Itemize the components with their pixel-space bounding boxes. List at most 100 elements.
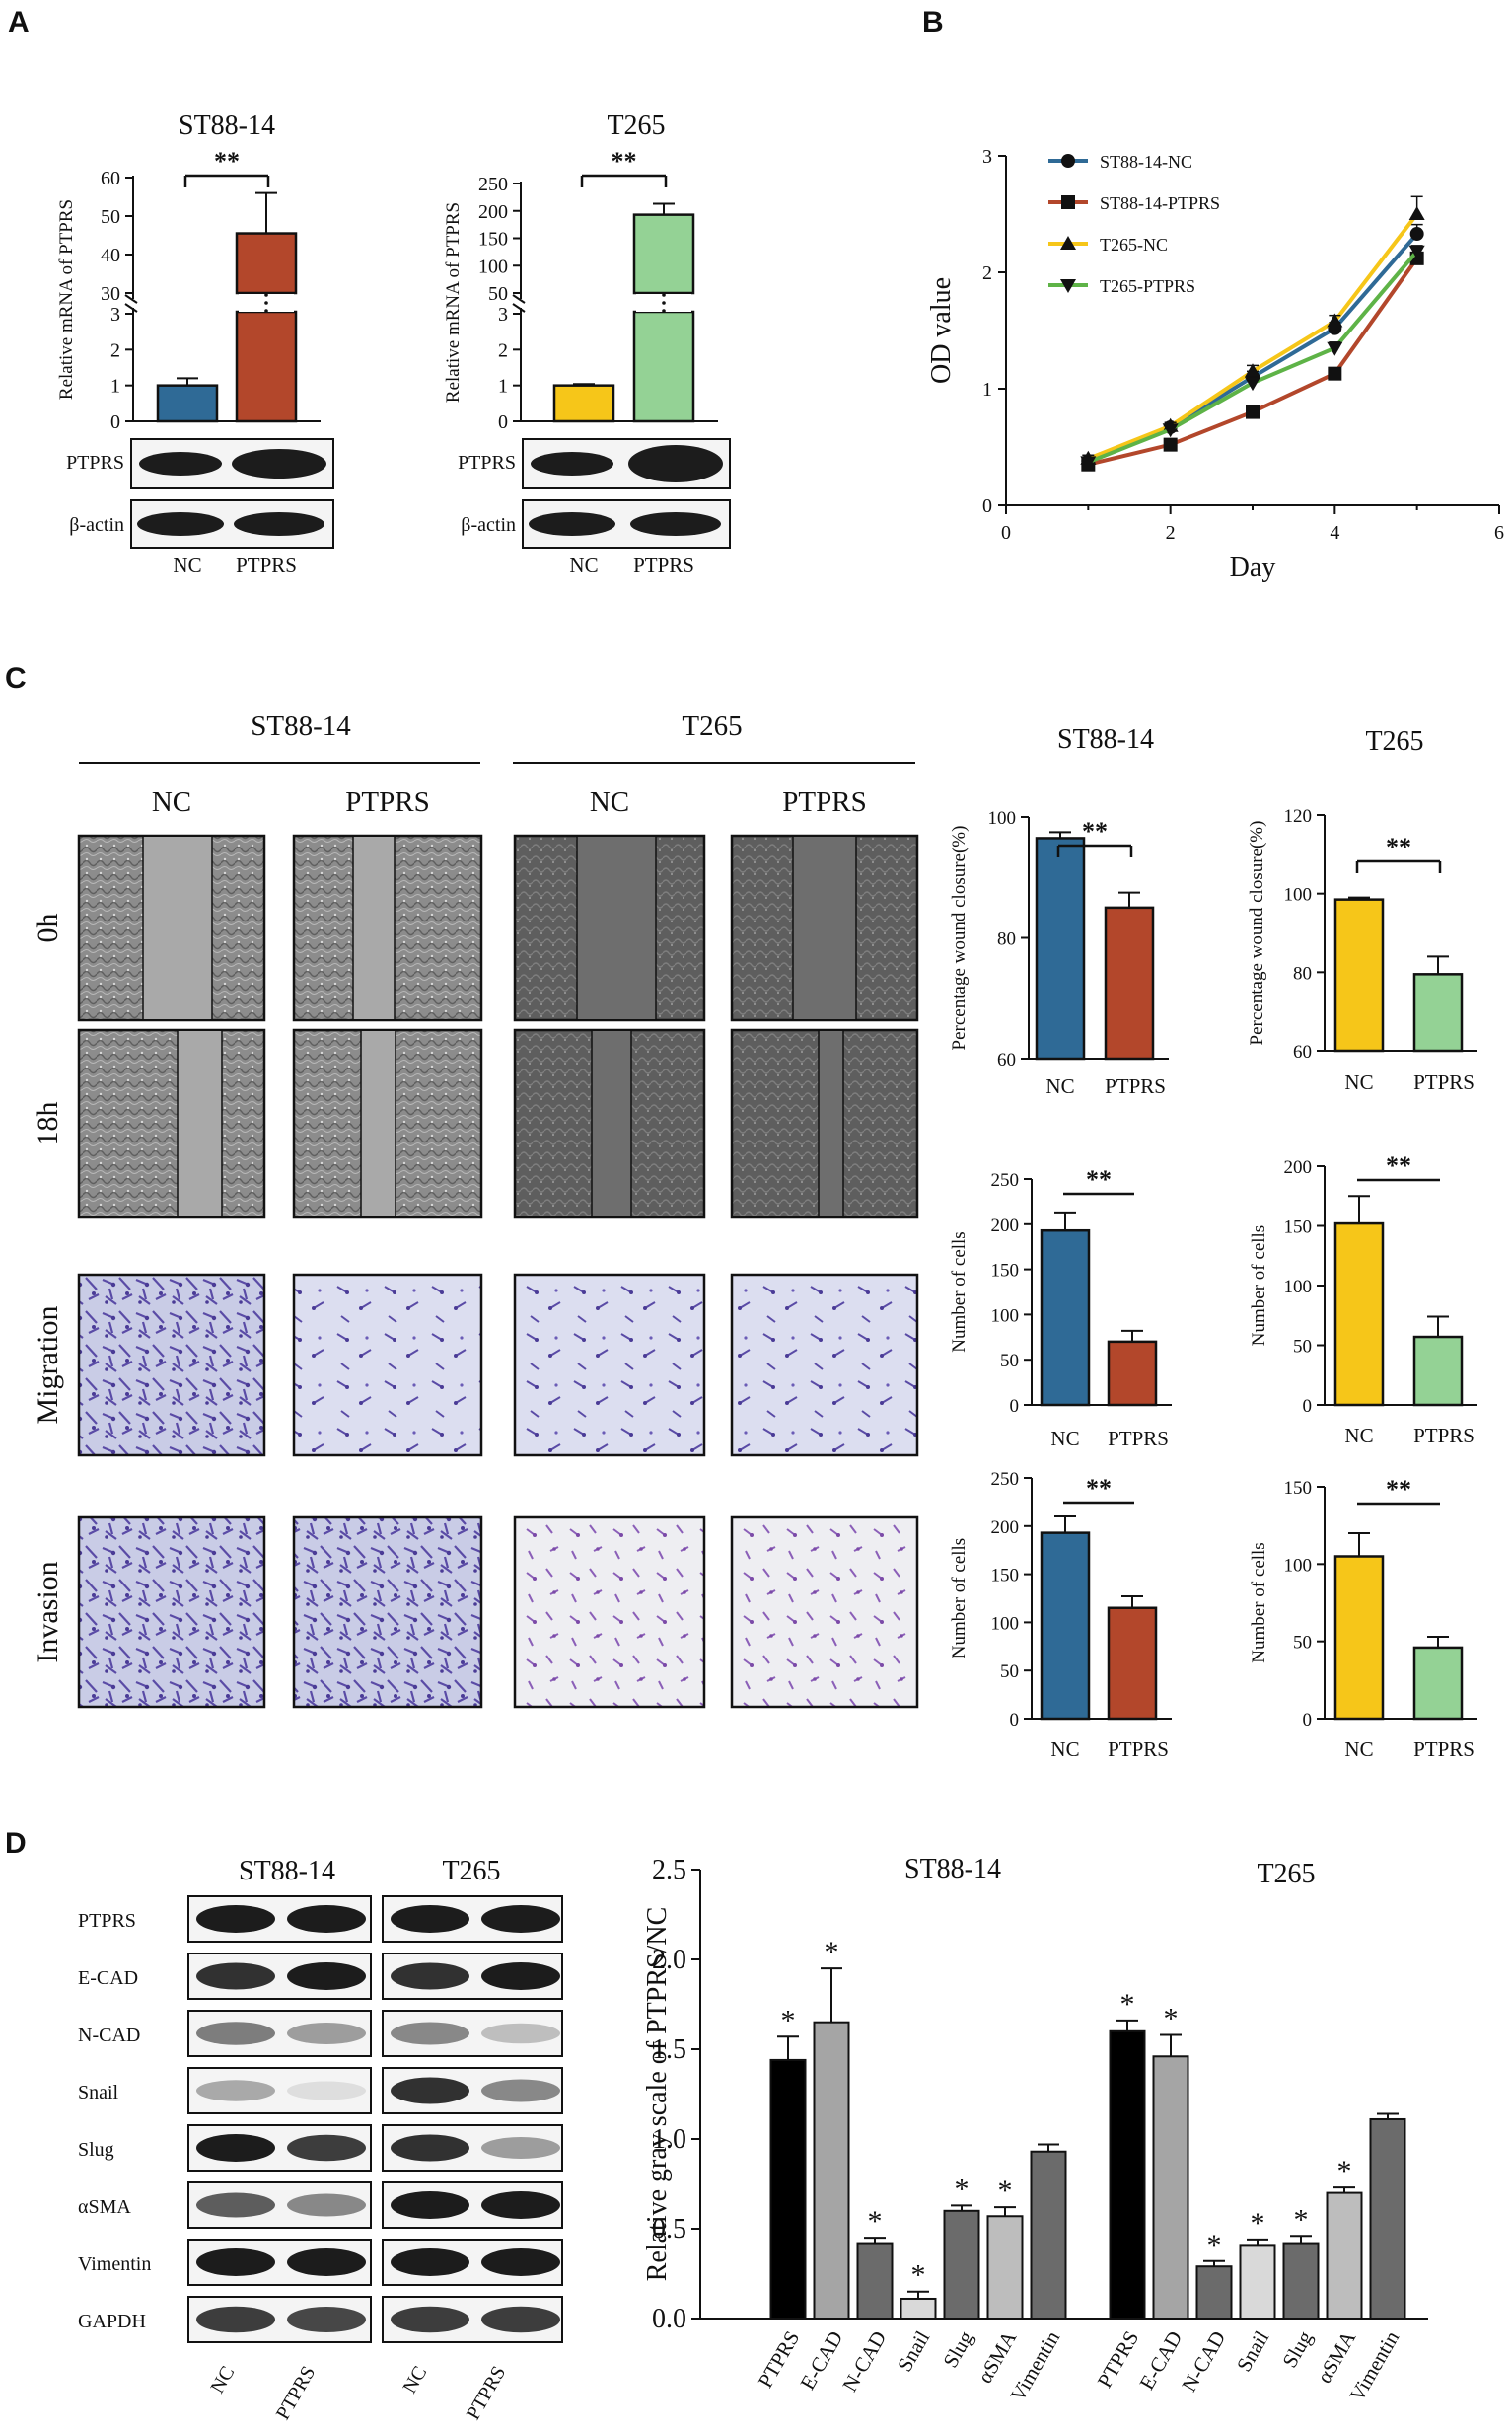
panel-d-blot-lane-4: PTPRS xyxy=(463,2363,511,2424)
panel-b-point-4-3 xyxy=(1245,377,1260,392)
panel-d-bar-1-1 xyxy=(769,2058,807,2320)
panel-c-chart-5-ticklabel-150: 150 xyxy=(991,1566,1020,1586)
panel-c-condition-3: NC xyxy=(590,786,629,818)
panel-c-chart-2-ticklabel-120: 120 xyxy=(1284,806,1313,827)
panel-d-bar-1-5-significance: * xyxy=(955,2173,970,2205)
panel-c-rowlabel-1: 0h xyxy=(32,914,64,943)
panel-c-chart-3-significance-label: ** xyxy=(1086,1165,1112,1194)
panel-b-yticklabel-2: 2 xyxy=(982,262,992,284)
panel-c-chart-4-category-ptprs: PTPRS xyxy=(1413,1424,1475,1447)
panel-b-xticklabel-4: 4 xyxy=(1330,522,1339,544)
panel-a-chart-2-ticklabel-low-3: 3 xyxy=(498,304,508,326)
panel-c-chart-3-ticklabel-200: 200 xyxy=(991,1216,1020,1236)
panel-a-chart-2-blot-actin-band-1 xyxy=(529,512,615,536)
panel-d-blot-lane-1: NC xyxy=(206,2363,239,2397)
panel-d-blot-label-8: GAPDH xyxy=(78,2311,146,2332)
panel-a-chart-1-category-nc: NC xyxy=(173,553,201,577)
panel-a-chart-1-break-dot-1 xyxy=(264,293,268,297)
panel-c-chart-4-category-nc: NC xyxy=(1344,1424,1373,1447)
panel-c-chart-6-ticklabel-50: 50 xyxy=(1293,1633,1312,1654)
panel-d-blot-band-2-2-1 xyxy=(391,1962,469,1990)
panel-d-bar-1-4-significance: * xyxy=(911,2259,926,2292)
panel-d-blot-band-4-1-2 xyxy=(287,2081,366,2100)
panel-d-blot-label-5: Slug xyxy=(78,2139,114,2161)
panel-c-transwell-image-1-3 xyxy=(513,1273,706,1457)
panel-d-blot-band-1-2-1 xyxy=(391,1905,469,1933)
panel-c-chart-6-category-nc: NC xyxy=(1344,1737,1373,1761)
panel-b-legend-marker-4 xyxy=(1060,279,1076,293)
panel-c-chart-6-ylabel: Number of cells xyxy=(1249,1542,1269,1662)
panel-d-bar-2-5-significance: * xyxy=(1294,2203,1309,2236)
panel-a-chart-1-blot-actin-band-1 xyxy=(137,512,224,536)
panel-c-chart-2-ticklabel-100: 100 xyxy=(1284,885,1313,906)
panel-a-chart-1-ticklabel-up-30: 30 xyxy=(101,283,120,305)
panel-d-blot-band-5-2-1 xyxy=(391,2134,469,2162)
panel-b-xticklabel-0: 0 xyxy=(1001,522,1011,544)
panel-c-rowlabel-3: Migration xyxy=(32,1306,64,1425)
panel-d-blot-frame-4-1 xyxy=(187,2067,372,2114)
panel-d-category-2-5: Slug xyxy=(1277,2326,1317,2372)
panel-c-transwell-image-1-2 xyxy=(292,1273,483,1457)
panel-d-bar-2-7 xyxy=(1369,2117,1406,2320)
panel-d-ylabel: Relative gray scale of PTPRS/NC xyxy=(642,1907,673,2282)
panel-c-wound-gap-1-3 xyxy=(577,837,656,1019)
panel-b-point-2-3 xyxy=(1246,405,1260,419)
panel-a-chart-1-ticklabel-low-1: 1 xyxy=(110,376,120,398)
panel-c-chart-1-bar-nc xyxy=(1035,837,1086,1061)
panel-a-chart-2-break-1 xyxy=(512,294,526,304)
panel-c-chart-5-category-ptprs: PTPRS xyxy=(1108,1737,1169,1761)
panel-c-chart-4-ticklabel-100: 100 xyxy=(1284,1277,1313,1297)
panel-c-chart-1-significance-label: ** xyxy=(1082,817,1108,846)
panel-d-blot-band-3-2-2 xyxy=(481,2023,560,2044)
panel-a-chart-1-blot-label-ptprs: PTPRS xyxy=(66,452,124,474)
panel-d-bar-1-2 xyxy=(813,2021,850,2320)
panel-c-chart-6-ticklabel-150: 150 xyxy=(1284,1478,1313,1499)
panel-a-chart-2-break-2 xyxy=(512,303,526,313)
panel-c-condition-4: PTPRS xyxy=(782,786,866,818)
panel-b-point-4-4 xyxy=(1327,341,1343,356)
panel-d-blot-band-2-2-2 xyxy=(481,1962,560,1990)
panel-c-chart-3-bar-nc xyxy=(1040,1228,1091,1407)
panel-d-blot-band-7-1-2 xyxy=(287,2248,366,2276)
panel-c-wound-gap-2-2 xyxy=(361,1031,396,1216)
panel-a-chart-1-blot-actin-band-2 xyxy=(234,512,324,536)
panel-d-blot-band-6-1-2 xyxy=(287,2193,366,2217)
panel-b-legend-label-1: ST88-14-NC xyxy=(1100,152,1192,172)
panel-c-chart-5-bar-nc xyxy=(1040,1531,1091,1721)
panel-d-blot-label-6: αSMA xyxy=(78,2196,131,2218)
panel-d-blot-band-2-1-2 xyxy=(287,1962,366,1990)
panel-d-blot-band-1-1-2 xyxy=(287,1905,366,1933)
panel-d-bar-1-6-significance: * xyxy=(998,2174,1013,2207)
panel-letter-c: C xyxy=(5,662,27,695)
panel-c-chart-1-category-ptprs: PTPRS xyxy=(1105,1074,1166,1098)
panel-d-blot-band-8-1-2 xyxy=(287,2307,366,2332)
panel-b-point-4-2 xyxy=(1162,423,1179,438)
panel-a-chart-1-blot-label-actin: β-actin xyxy=(69,514,124,536)
panel-b-yticklabel-3: 3 xyxy=(982,146,992,168)
panel-a-chart-1-ticklabel-up-50: 50 xyxy=(101,206,120,228)
panel-a-chart-1-bar-ptprs-lower xyxy=(235,310,298,423)
panel-c-rowlabel-4: Invasion xyxy=(32,1561,64,1662)
panel-d-blot-band-7-1-1 xyxy=(196,2248,275,2276)
panel-b-point-4-5 xyxy=(1408,245,1425,259)
panel-c-chart-3-ylabel: Number of cells xyxy=(949,1231,970,1352)
panel-c-wound-gap-1-1 xyxy=(143,837,212,1019)
panel-b-point-3-4 xyxy=(1327,313,1343,328)
panel-d-bar-2-4 xyxy=(1239,2244,1276,2320)
panel-a-chart-1-break-2 xyxy=(124,303,138,313)
panel-a-chart-2-break-dot-2 xyxy=(662,301,666,305)
panel-d-blot-label-4: Snail xyxy=(78,2082,119,2103)
panel-d-bar-2-3 xyxy=(1195,2265,1233,2320)
panel-d-blot-band-8-2-2 xyxy=(481,2306,560,2333)
panel-a-chart-1-break-1 xyxy=(124,294,138,304)
panel-d-yticklabel-2.0: 2.0 xyxy=(652,1945,686,1975)
panel-d-bar-2-5 xyxy=(1282,2242,1320,2321)
panel-letter-a: A xyxy=(8,6,30,38)
panel-d-category-1-4: Snail xyxy=(893,2326,934,2376)
panel-b-xlabel: Day xyxy=(1230,553,1276,583)
panel-c-chart-1-ticklabel-100: 100 xyxy=(988,808,1017,829)
panel-d-blot-group-t265: T265 xyxy=(442,1856,500,1886)
panel-b-point-2-2 xyxy=(1163,437,1178,452)
panel-c-wound-gap-2-4 xyxy=(819,1031,843,1216)
